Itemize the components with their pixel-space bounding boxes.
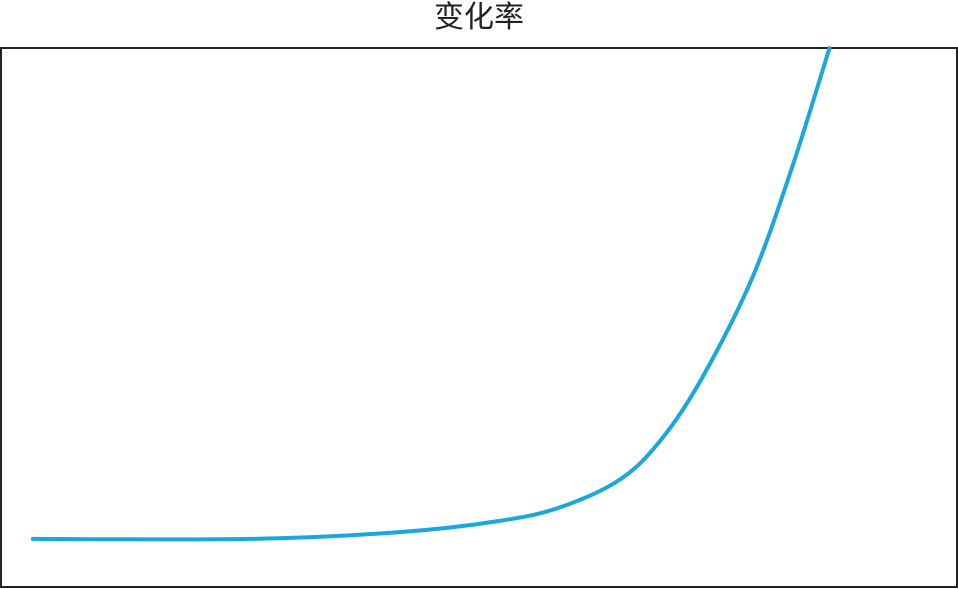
chart-title: 变化率	[434, 0, 524, 35]
series-line	[30, 46, 832, 542]
plot-frame	[0, 47, 958, 588]
